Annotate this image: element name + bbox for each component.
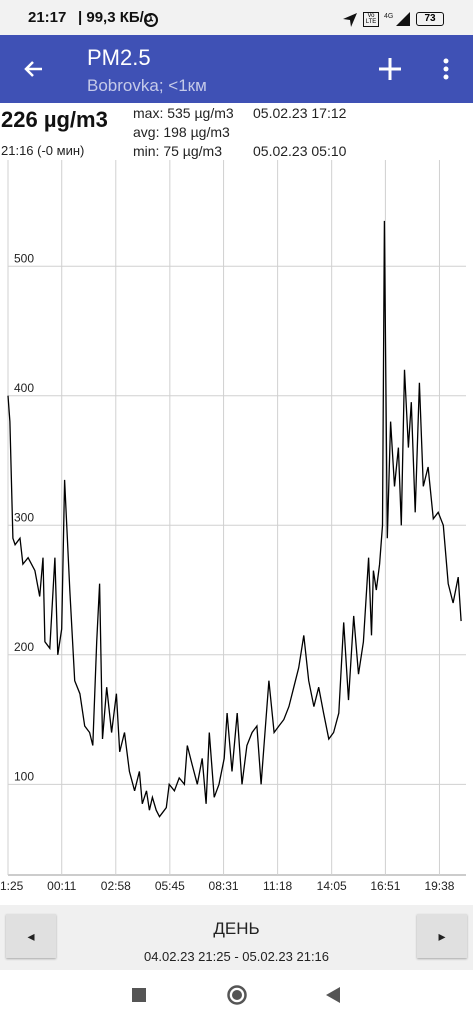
- current-value: 226 µg/m3: [1, 107, 108, 132]
- avg-value: avg: 198 µg/m3: [133, 124, 230, 140]
- next-button[interactable]: ▸: [417, 914, 467, 958]
- app-bar: PM2.5 Bobrovka; <1км: [0, 35, 473, 103]
- battery: 73: [416, 12, 444, 26]
- status-bar: 21:17 | 99,3 КБ/с Vo LTE 4G 73: [0, 0, 473, 35]
- menu-button[interactable]: [440, 57, 452, 81]
- x-tick-label: 14:05: [317, 879, 347, 893]
- signal-icon: 4G: [384, 12, 410, 26]
- x-tick-label: 02:58: [101, 879, 131, 893]
- max-value: max: 535 µg/m3: [133, 105, 234, 121]
- y-tick-label: 200: [14, 640, 34, 654]
- volte-icon: Vo LTE: [363, 12, 379, 27]
- home-button[interactable]: [226, 984, 248, 1006]
- back-nav-button[interactable]: [324, 986, 342, 1004]
- x-tick-label: 05:45: [155, 879, 185, 893]
- nav-bar: [0, 970, 473, 1024]
- app-title: PM2.5: [87, 45, 151, 70]
- min-time: 05.02.23 05:10: [253, 143, 347, 159]
- back-button[interactable]: [22, 57, 46, 81]
- max-time: 05.02.23 17:12: [253, 105, 347, 121]
- add-button[interactable]: [378, 57, 402, 81]
- y-tick-label: 500: [14, 251, 34, 265]
- x-tick-label: 1:25: [0, 879, 24, 893]
- chart: 100 200 300 400 500 1:25 00:11 02:58 05:45 08:31 1…: [0, 160, 466, 893]
- y-tick-label: 300: [14, 510, 34, 524]
- min-value: min: 75 µg/m3: [133, 143, 222, 159]
- y-tick-label: 400: [14, 381, 34, 395]
- svg-text:4G: 4G: [384, 13, 393, 20]
- app-subtitle: Bobrovka; <1км: [87, 76, 207, 95]
- x-tick-label: 19:38: [424, 879, 454, 893]
- x-tick-label: 16:51: [370, 879, 400, 893]
- x-tick-label: 08:31: [209, 879, 239, 893]
- x-tick-label: 11:18: [263, 879, 292, 893]
- footer: ◂ ▸ ДЕНЬ 04.02.23 21:25 - 05.02.23 21:16: [0, 905, 473, 970]
- period-label: ДЕНЬ: [213, 919, 260, 938]
- y-tick-label: 100: [14, 770, 34, 784]
- info-panel: 226 µg/m3 21:16 (-0 мин) max: 535 µg/m3 …: [0, 103, 473, 160]
- location-icon: [343, 13, 357, 27]
- data-line: [7, 220, 462, 818]
- recents-button[interactable]: [130, 986, 148, 1004]
- range-label: 04.02.23 21:25 - 05.02.23 21:16: [143, 949, 330, 964]
- alarm-icon: [144, 13, 158, 27]
- prev-button[interactable]: ◂: [6, 914, 56, 958]
- status-time: 21:17: [28, 9, 67, 26]
- current-time: 21:16 (-0 мин): [1, 143, 85, 158]
- status-speed: | 99,3 КБ/с: [78, 9, 153, 26]
- x-tick-label: 00:11: [47, 879, 76, 893]
